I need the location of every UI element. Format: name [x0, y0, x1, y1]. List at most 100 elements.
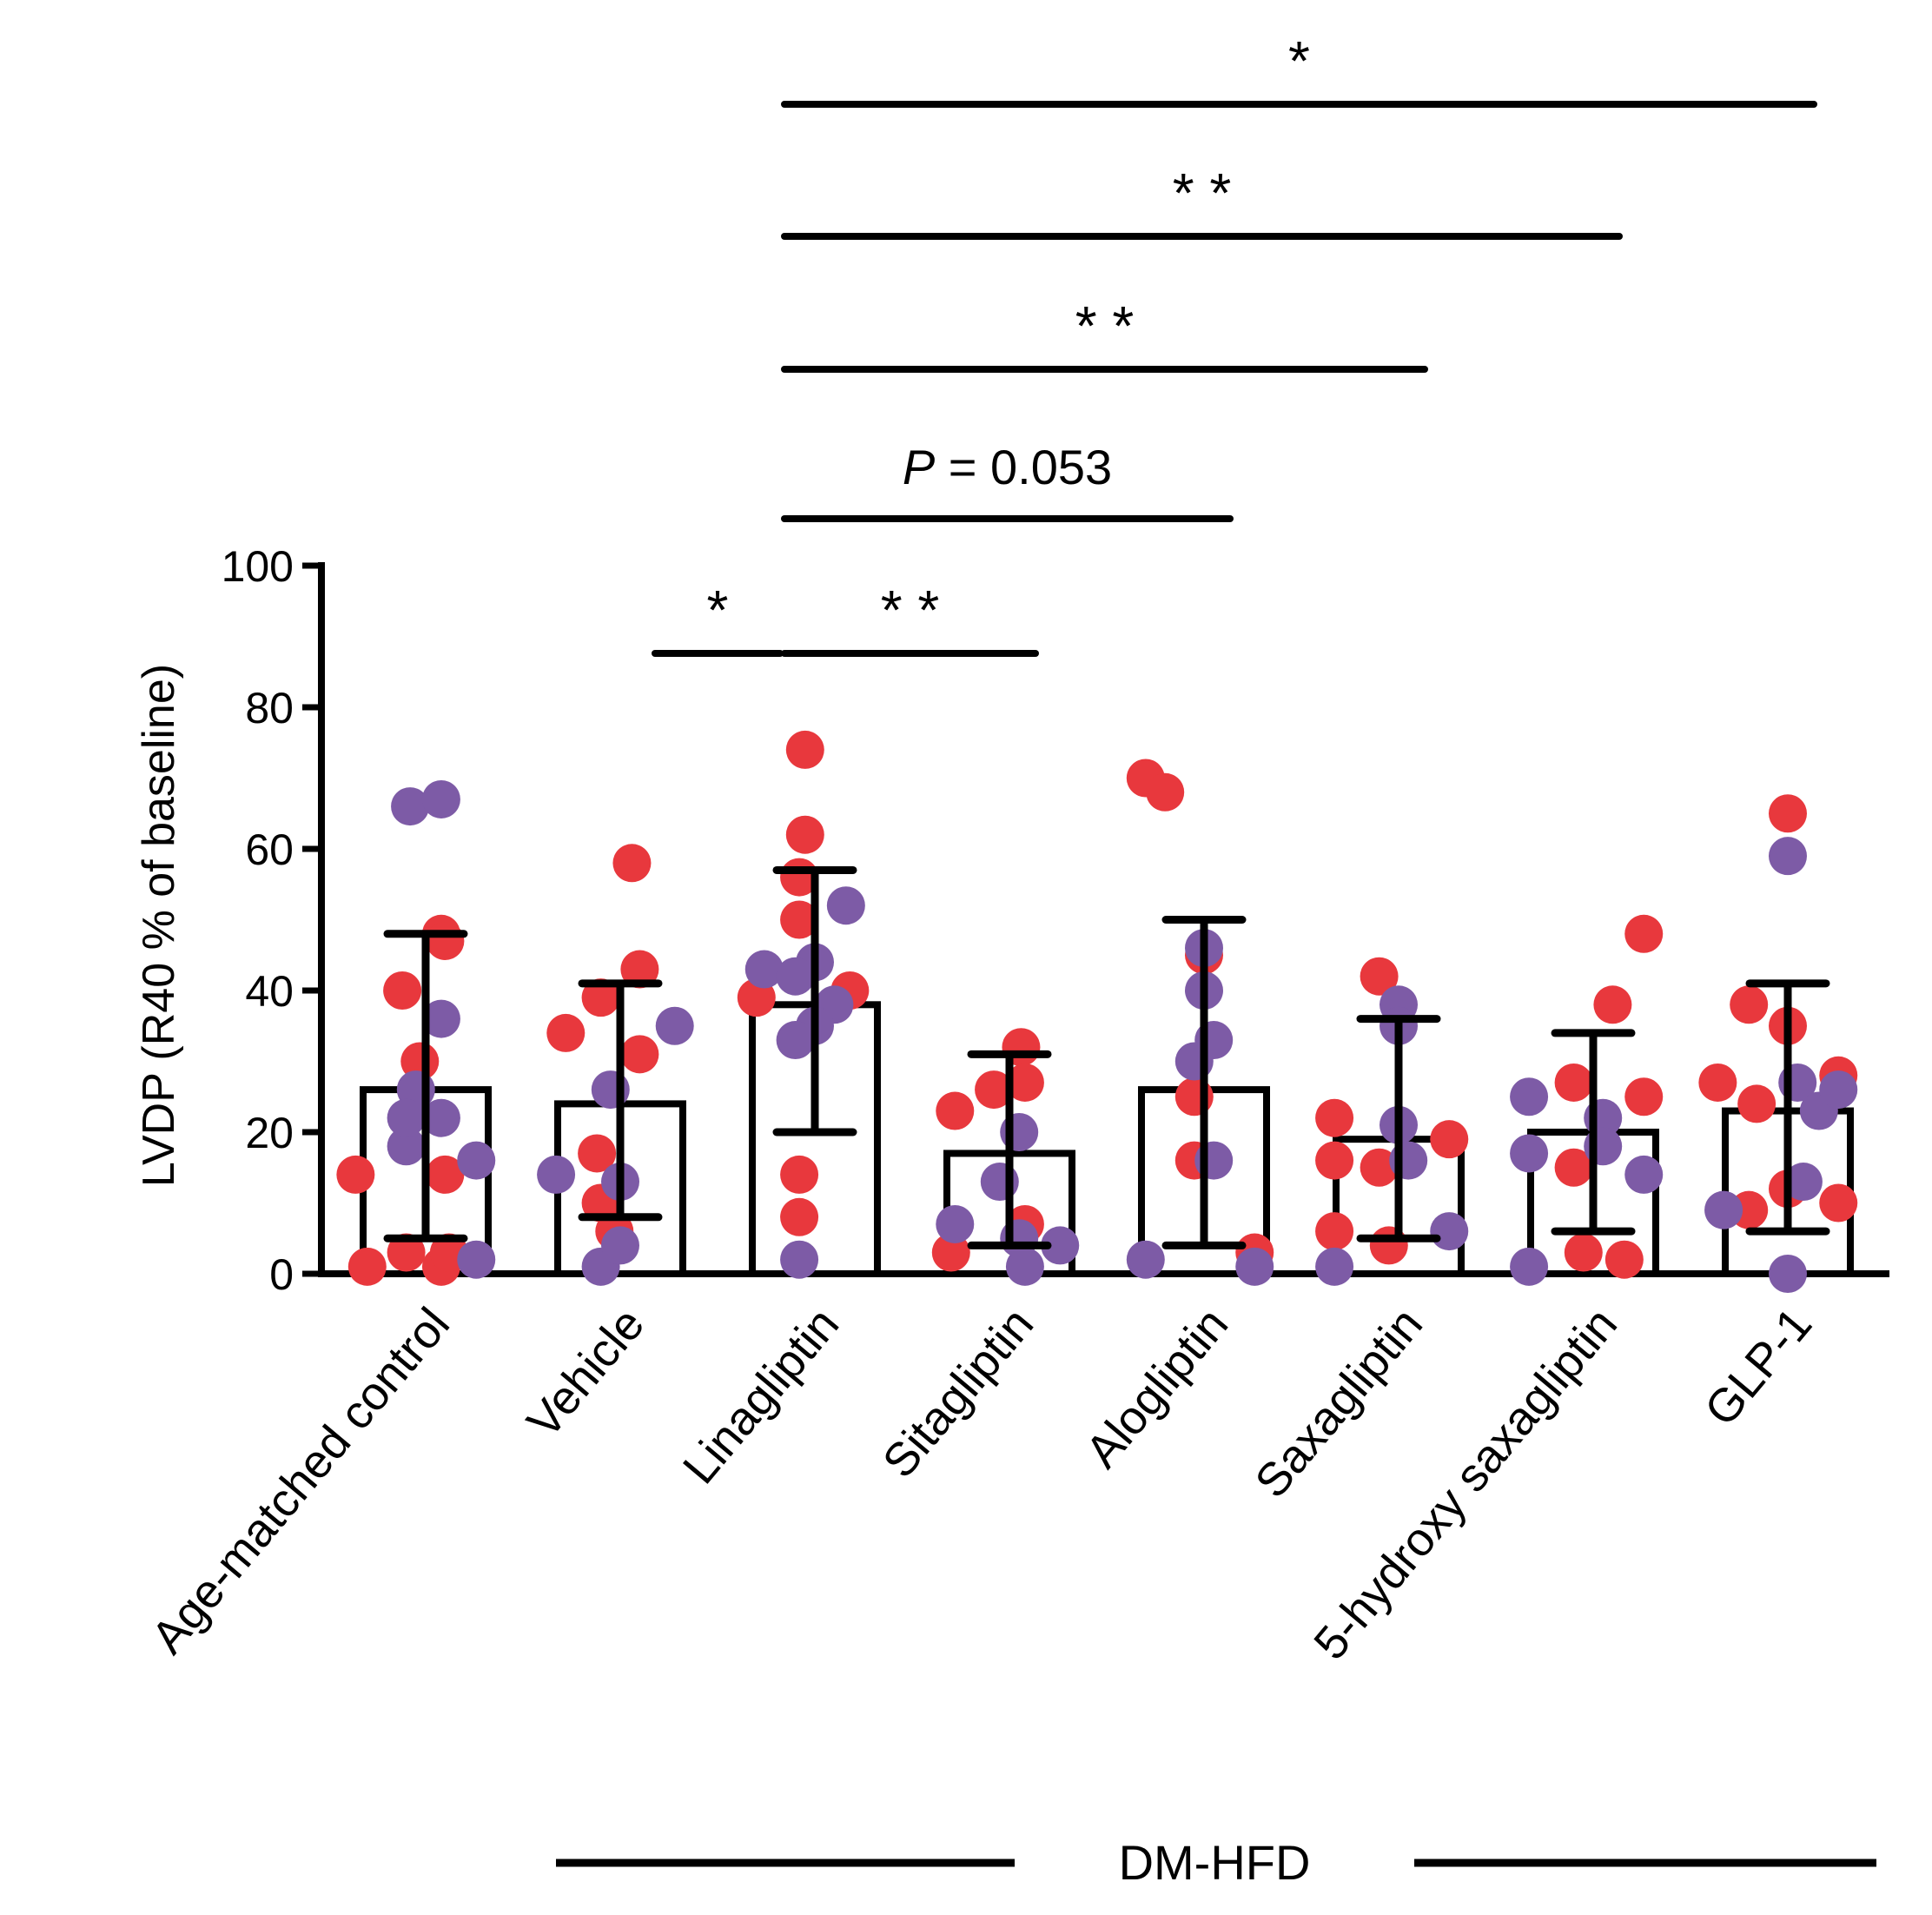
red-data-point: [1005, 1063, 1044, 1102]
red-data-point: [931, 1233, 970, 1272]
purple-data-point: [1126, 1240, 1165, 1279]
purple-data-point: [601, 1226, 639, 1265]
y-tick-label: 20: [245, 1109, 294, 1157]
y-tick-label: 80: [245, 684, 294, 732]
red-data-point: [546, 1013, 586, 1052]
purple-data-point: [1819, 1070, 1858, 1110]
red-data-point: [426, 921, 465, 960]
x-tick-label: GLP-1: [1695, 1298, 1822, 1435]
significance-label: * *: [1173, 162, 1232, 224]
purple-data-point: [1769, 1255, 1807, 1293]
red-data-point: [620, 950, 659, 989]
red-data-point: [1315, 1098, 1354, 1137]
purple-data-point: [1315, 1247, 1354, 1286]
bar: [749, 1001, 881, 1278]
p-symbol: P: [903, 440, 935, 494]
red-data-point: [620, 1035, 659, 1074]
y-tick-label: 0: [269, 1250, 294, 1299]
y-axis-label: LVDP (R40 % of baseline): [134, 664, 184, 1187]
red-data-point: [387, 1233, 426, 1272]
purple-data-point: [1624, 1155, 1664, 1194]
red-data-point: [336, 1155, 375, 1194]
red-data-point: [1430, 1120, 1469, 1159]
purple-data-point: [1430, 1212, 1469, 1251]
purple-data-point: [1704, 1190, 1743, 1229]
purple-data-point: [387, 1127, 426, 1166]
error-bars: [383, 865, 1830, 1249]
red-data-point: [785, 815, 824, 854]
purple-data-point: [1005, 1247, 1044, 1286]
purple-data-point: [457, 1141, 496, 1180]
purple-data-point: [780, 1240, 819, 1279]
x-tick-labels: Age-matched control Vehicle Linagliptin Sit…: [142, 1298, 1822, 1669]
red-data-point: [347, 1247, 387, 1286]
y-tick-label: 40: [245, 967, 294, 1016]
red-data-point: [612, 844, 652, 883]
purple-data-point: [391, 787, 430, 826]
red-data-point: [1624, 1077, 1664, 1117]
red-data-point: [936, 1091, 975, 1130]
red-data-point: [1698, 1063, 1737, 1102]
purple-data-point: [421, 779, 460, 818]
purple-data-point: [1783, 1163, 1823, 1202]
purple-data-point: [537, 1155, 576, 1194]
red-data-point: [1624, 914, 1664, 953]
red-data-point: [426, 1155, 465, 1194]
red-data-point: [785, 730, 824, 769]
purple-data-point: [421, 1098, 460, 1137]
group-bracket: DM-HFD: [556, 1835, 1876, 1890]
red-data-point: [1554, 1148, 1593, 1187]
x-tick-label: Linagliptin: [673, 1298, 849, 1494]
red-data-point: [1593, 985, 1632, 1024]
purple-data-point: [655, 1006, 694, 1045]
purple-data-point: [387, 1098, 426, 1137]
purple-data-point: [1510, 1077, 1549, 1117]
significance-annotations: * * * P = 0.053 * * * * *: [652, 30, 1817, 657]
red-data-point: [780, 1197, 819, 1236]
significance-label: *: [707, 579, 729, 641]
purple-data-point: [1235, 1247, 1274, 1286]
x-tick-label: Vehicle: [517, 1298, 654, 1448]
red-data-point: [975, 1070, 1014, 1110]
purple-data-point: [744, 950, 784, 989]
purple-data-point: [1510, 1134, 1549, 1173]
x-tick-label: Age-matched control: [142, 1298, 460, 1663]
purple-data-point: [1041, 1226, 1080, 1265]
data-points: [336, 730, 1858, 1293]
red-data-point: [1315, 1141, 1354, 1180]
group-label: DM-HFD: [1119, 1835, 1311, 1890]
purple-data-point: [421, 999, 460, 1038]
y-tick-label: 100: [222, 542, 294, 591]
x-tick-label: Sitagliptin: [873, 1298, 1043, 1488]
red-data-point: [1315, 1212, 1354, 1251]
y-tick-label: 60: [245, 825, 294, 874]
significance-label: * *: [1075, 295, 1135, 357]
purple-data-point: [776, 957, 815, 996]
red-data-point: [1360, 957, 1399, 996]
red-data-point: [780, 900, 819, 939]
significance-label: * *: [881, 579, 940, 641]
purple-data-point: [457, 1240, 496, 1279]
purple-data-point: [826, 886, 865, 925]
red-data-point: [581, 978, 620, 1017]
red-data-point: [780, 1155, 819, 1194]
red-data-point: [578, 1134, 617, 1173]
purple-data-point: [1510, 1247, 1549, 1286]
red-data-point: [1604, 1240, 1644, 1279]
red-data-point: [1730, 985, 1769, 1024]
red-data-point: [1146, 772, 1185, 812]
red-data-point: [1554, 1063, 1593, 1102]
red-data-point: [1360, 1148, 1399, 1187]
purple-data-point: [936, 1204, 975, 1243]
red-data-point: [1737, 1084, 1777, 1123]
significance-label: P = 0.053: [903, 440, 1112, 494]
red-data-point: [383, 971, 422, 1010]
purple-data-point: [776, 1021, 815, 1060]
purple-data-point: [1769, 837, 1807, 876]
x-tick-label: Saxagliptin: [1245, 1298, 1432, 1507]
red-data-point: [1564, 1233, 1603, 1272]
red-data-point: [1769, 794, 1807, 833]
x-tick-label: Alogliptin: [1075, 1298, 1238, 1477]
red-data-point: [1819, 1183, 1858, 1223]
